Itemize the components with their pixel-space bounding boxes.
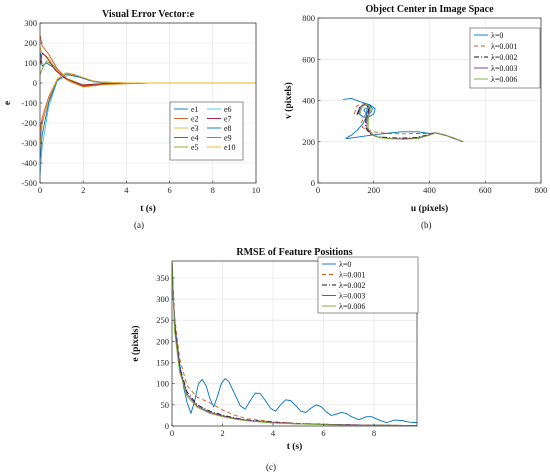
chart-c-xtick-label: 4 — [271, 428, 276, 438]
chart-c-xtick-label: 0 — [170, 428, 174, 438]
chart-a-legend-label-2: e2 — [191, 115, 199, 124]
chart-a-ytick-label: 300 — [24, 18, 37, 28]
chart-b-legend-label-3: λ=0.002 — [491, 53, 517, 62]
chart-a-xtick-label: 10 — [252, 185, 261, 195]
chart-a-xtick-label: 2 — [81, 185, 85, 195]
chart-b-xtick-label: 800 — [535, 185, 548, 195]
chart-a-ytick-label: -400 — [21, 158, 37, 168]
chart-a-ytick-label: -200 — [21, 118, 37, 128]
chart-a-legend-label-4: e4 — [191, 134, 199, 143]
chart-a-xtick-label: 6 — [167, 185, 171, 195]
chart-b-series-group — [343, 97, 464, 143]
chart-b-legend-label-5: λ=0.006 — [491, 75, 517, 84]
caption-c: (c) — [266, 462, 276, 472]
chart-a-legend-label-8: e8 — [224, 124, 232, 133]
chart-c-ytick-label: 300 — [156, 294, 169, 304]
chart-b-legend-box — [469, 27, 541, 89]
chart-b-ylabel: v (pixels) — [283, 82, 294, 119]
chart-c-ylabel: e (pixels) — [130, 325, 141, 361]
chart-b-ytick-label: 200 — [302, 137, 315, 147]
chart-b-xlabel: u (pixels) — [411, 203, 448, 214]
chart-panel-a: 0 2 4 6 8 10 -500 -400 -300 -200 -100 0 100 200 300 Vis… — [0, 0, 270, 235]
chart-b-legend: λ=0 λ=0.001 λ=0.002 λ=0.003 λ=0.006 — [469, 27, 541, 89]
chart-a-xtick-label: 4 — [124, 185, 129, 195]
chart-a-ytick-label: -300 — [21, 138, 37, 148]
chart-c-legend-label-4: λ=0.003 — [339, 292, 365, 301]
chart-a-legend-label-10: e10 — [224, 143, 236, 152]
chart-a-xtick-label: 0 — [38, 185, 42, 195]
chart-c-series-line-1 — [172, 261, 417, 424]
chart-c-ytick-label: 0 — [165, 421, 169, 431]
chart-c-series-group — [172, 261, 417, 426]
chart-a-legend-label-1: e1 — [191, 105, 199, 114]
chart-a-ytick-label: -100 — [21, 98, 37, 108]
chart-b-ytick-label: 400 — [302, 96, 315, 106]
chart-a-legend-label-3: e3 — [191, 124, 199, 133]
chart-a-legend-label-7: e7 — [224, 115, 232, 124]
chart-a-legend-label-5: e5 — [191, 143, 199, 152]
chart-b-svg: 0 200 400 600 800 0 200 400 600 800 Object Center … — [283, 4, 548, 214]
chart-c-xtick-label: 8 — [372, 428, 376, 438]
chart-panel-b: 0 200 400 600 800 0 200 400 600 800 Object Center … — [278, 0, 550, 235]
chart-a-ytick-label: 200 — [24, 38, 37, 48]
chart-c-series-line-5 — [172, 261, 417, 426]
chart-a-ytick-label: 100 — [24, 58, 37, 68]
chart-b-ytick-label: 0 — [311, 178, 315, 188]
chart-c-ytick-label: 50 — [161, 400, 170, 410]
chart-a-xtick-label: 8 — [211, 185, 215, 195]
chart-b-legend-label-2: λ=0.001 — [491, 42, 517, 51]
chart-b-xtick-label: 0 — [316, 185, 320, 195]
chart-b-xtick-label: 200 — [367, 185, 380, 195]
chart-panel-c: 0 2 4 6 8 0 50 100 150 200 250 300 350 RMSE of Featur… — [130, 236, 420, 476]
chart-c-ytick-label: 150 — [156, 358, 169, 368]
chart-a-ytick-label: 0 — [33, 78, 37, 88]
chart-c-xtick-label: 2 — [220, 428, 224, 438]
chart-a-legend-label-9: e9 — [224, 134, 232, 143]
chart-b-ytick-label: 800 — [302, 13, 315, 23]
chart-a-legend-label-6: e6 — [224, 105, 232, 114]
chart-a-legend-box — [169, 101, 244, 161]
chart-c-ytick-label: 250 — [156, 315, 169, 325]
chart-b-legend-label-1: λ=0 — [491, 31, 503, 40]
chart-a-xlabel: t (s) — [140, 203, 156, 214]
chart-c-ytick-label: 350 — [156, 273, 169, 283]
chart-c-legend-label-1: λ=0 — [339, 260, 351, 269]
chart-a-ylabel: e — [3, 101, 13, 105]
chart-c-xlabel: t (s) — [287, 441, 303, 452]
caption-a: (a) — [134, 220, 144, 230]
chart-a-title: Visual Error Vector:e — [102, 9, 195, 20]
chart-a-series-group — [40, 34, 256, 177]
chart-c-ytick-label: 100 — [156, 379, 169, 389]
chart-a-series-line-10 — [40, 72, 256, 149]
chart-c-axes-box — [171, 260, 418, 427]
chart-a-ytick-label: -500 — [21, 178, 37, 188]
chart-c-legend-label-3: λ=0.002 — [339, 281, 365, 290]
chart-b-title: Object Center in Image Space — [365, 4, 494, 15]
chart-c-legend-label-2: λ=0.001 — [339, 271, 365, 280]
chart-b-ytick-label: 600 — [302, 54, 315, 64]
chart-b-xtick-label: 400 — [423, 185, 436, 195]
chart-c-legend-label-5: λ=0.006 — [339, 302, 365, 311]
chart-b-xtick-label: 600 — [479, 185, 492, 195]
chart-b-series-line-5 — [359, 103, 464, 143]
chart-c-xtick-label: 6 — [321, 428, 325, 438]
chart-b-legend-label-4: λ=0.003 — [491, 64, 517, 73]
chart-c-ytick-label: 200 — [156, 336, 169, 346]
chart-c-title: RMSE of Feature Positions — [236, 247, 352, 258]
chart-c-svg: 0 2 4 6 8 0 50 100 150 200 250 300 350 RMSE of Featur… — [130, 247, 419, 452]
caption-b: (b) — [421, 220, 432, 230]
chart-a-svg: 0 2 4 6 8 10 -500 -400 -300 -200 -100 0 100 200 300 Vis… — [3, 9, 261, 214]
